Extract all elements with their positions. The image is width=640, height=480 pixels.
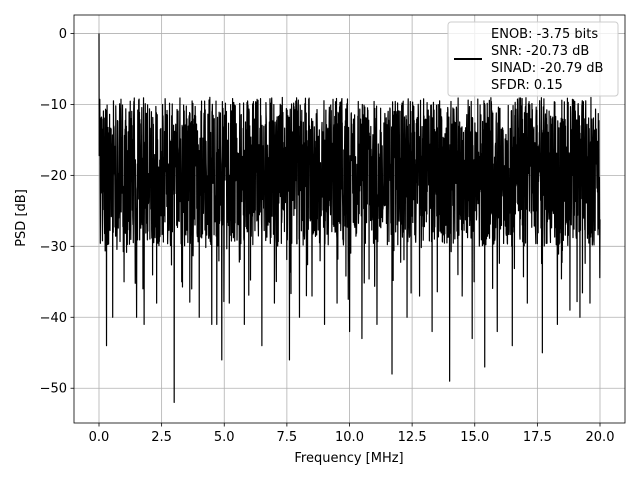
psd-trace	[98, 33, 601, 404]
y-tick-label: −40	[40, 311, 67, 326]
legend-line-snr: SNR: -20.73 dB	[491, 44, 589, 59]
x-axis-label: Frequency [MHz]	[294, 451, 403, 466]
x-tick-label: 0.0	[89, 430, 110, 445]
x-tick-label: 20.0	[586, 430, 615, 445]
x-tick-label: 2.5	[151, 430, 172, 445]
x-tick-label: 5.0	[214, 430, 235, 445]
x-tick-label: 12.5	[398, 430, 427, 445]
legend-line-sinad: SINAD: -20.79 dB	[491, 61, 603, 76]
y-axis-ticks: 0 −10 −20 −30 −40 −50	[40, 27, 74, 397]
y-axis-label: PSD [dB]	[14, 189, 29, 247]
y-tick-label: −10	[40, 98, 67, 113]
legend-line-enob: ENOB: -3.75 bits	[491, 27, 598, 42]
x-tick-label: 10.0	[335, 430, 364, 445]
x-tick-label: 7.5	[277, 430, 298, 445]
legend-box	[447, 21, 619, 97]
x-axis-ticks: 0.0 2.5 5.0 7.5 10.0 12.5 15.0 17.5 20.0	[89, 423, 615, 445]
x-tick-label: 17.5	[523, 430, 552, 445]
y-tick-label: −20	[40, 169, 67, 184]
y-tick-label: 0	[59, 27, 67, 42]
psd-trace-line	[98, 33, 601, 404]
y-tick-label: −30	[40, 240, 67, 255]
legend-line-sfdr: SFDR: 0.15	[491, 78, 563, 93]
x-tick-label: 15.0	[460, 430, 489, 445]
y-tick-label: −50	[40, 382, 67, 397]
legend: ENOB: -3.75 bits SNR: -20.73 dB SINAD: -…	[447, 21, 619, 97]
